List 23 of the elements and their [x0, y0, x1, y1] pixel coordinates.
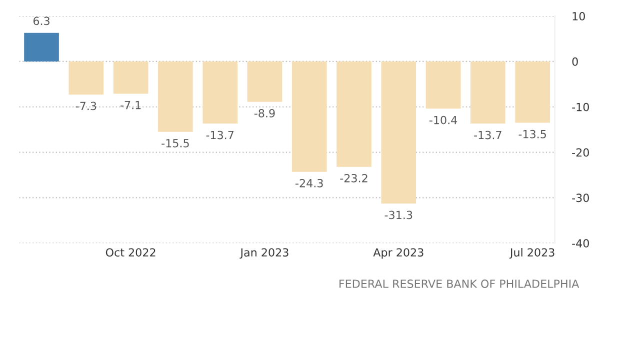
y-tick-label: -20 [572, 148, 589, 157]
data-label: -13.7 [474, 130, 502, 140]
x-tick-label: Oct 2022 [106, 248, 156, 257]
x-tick-label: Jan 2023 [240, 248, 288, 259]
data-label: -7.1 [120, 100, 141, 110]
text: FEDERAL RESERVE BANK OF PHILADELPHIA [340, 280, 580, 288]
data-label: -13.5 [518, 130, 546, 138]
x-tick-label: Apr 2023 [373, 248, 424, 259]
data-label: -15.5 [162, 139, 189, 148]
data-label: -13.7 [206, 130, 234, 140]
data-label: -8.9 [254, 109, 275, 118]
data-label: -31.3 [384, 210, 412, 220]
y-tick-label: -30 [572, 194, 589, 202]
y-tick-label: -40 [572, 239, 589, 248]
data-label: 6.3 [33, 16, 50, 26]
data-label: -23.2 [340, 174, 368, 182]
data-label: -24.3 [296, 178, 323, 188]
y-tick-label: -10 [572, 102, 589, 112]
data-label: -7.3 [76, 102, 96, 110]
y-tick-label: 0 [572, 57, 578, 66]
x-tick-label: Jul 2023 [509, 248, 554, 259]
y-tick-label: 10 [572, 12, 585, 20]
data-label: -10.4 [429, 116, 458, 124]
